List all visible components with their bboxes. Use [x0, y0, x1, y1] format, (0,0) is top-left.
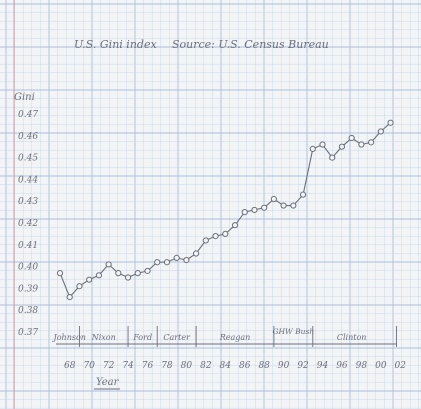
- data-point: [377, 128, 384, 135]
- data-point: [134, 270, 141, 277]
- x-tick-labels: 68 70 72 74 76 78 80 82 84 86 88 90 92 94 96 98 00 02: [64, 361, 406, 371]
- data-point: [358, 141, 365, 148]
- data-point: [144, 267, 151, 275]
- data-point: [290, 202, 297, 209]
- president-bands: Johnson Nixon Ford Carter Reagan GHW Bush Clin…: [52, 326, 398, 347]
- x-tick-label: 92: [297, 361, 309, 371]
- y-tick-label: 0.47: [18, 110, 38, 120]
- president-label: GHW Bush: [273, 327, 315, 336]
- y-tick-labels: 0.37 0.38 0.39 0.40 0.41 0.42 0.43 0.44 0.45 0.46…: [18, 110, 38, 338]
- y-tick-label: 0.39: [18, 284, 38, 294]
- x-tick-label: 68: [64, 361, 76, 371]
- data-point: [387, 119, 394, 126]
- x-tick-label: 70: [83, 361, 95, 371]
- data-point: [241, 209, 248, 216]
- data-point: [193, 250, 200, 257]
- president-label: Nixon: [91, 333, 116, 342]
- x-tick-label: 02: [395, 361, 407, 371]
- data-point: [329, 154, 336, 161]
- x-tick-label: 86: [239, 361, 251, 371]
- data-point: [348, 134, 355, 142]
- x-tick-label: 90: [278, 361, 290, 371]
- x-tick-label: 82: [200, 361, 212, 371]
- y-tick-label: 0.42: [18, 219, 38, 229]
- president-label: Clinton: [337, 333, 367, 342]
- x-axis-label: Year: [96, 377, 120, 388]
- x-tick-label: 72: [103, 361, 115, 371]
- data-point: [202, 237, 209, 244]
- data-point: [338, 143, 346, 150]
- data-point: [299, 191, 307, 198]
- x-tick-label: 84: [220, 361, 232, 371]
- data-point: [319, 141, 326, 148]
- x-tick-label: 88: [258, 361, 270, 371]
- y-tick-label: 0.40: [18, 263, 38, 273]
- chart-source: Source: U.S. Census Bureau: [172, 38, 329, 51]
- data-point: [124, 274, 132, 281]
- data-point: [251, 206, 258, 214]
- series-points: [56, 119, 394, 301]
- data-point: [231, 222, 239, 229]
- data-point: [95, 272, 102, 279]
- president-label: Reagan: [219, 333, 251, 342]
- data-point: [76, 283, 83, 290]
- president-label: Ford: [132, 333, 152, 342]
- x-tick-label: 78: [161, 361, 173, 371]
- y-tick-label: 0.43: [18, 197, 38, 207]
- data-point: [183, 256, 190, 264]
- y-tick-label: 0.46: [18, 132, 38, 142]
- president-label: Carter: [163, 333, 191, 342]
- data-point: [56, 270, 64, 277]
- data-point: [115, 270, 122, 277]
- y-tick-label: 0.45: [18, 154, 38, 164]
- data-point: [261, 204, 268, 211]
- president-label: Johnson: [52, 333, 86, 342]
- data-point: [368, 139, 375, 146]
- y-tick-label: 0.41: [18, 241, 38, 251]
- data-point: [173, 254, 180, 261]
- y-tick-label: 0.37: [18, 328, 38, 338]
- y-tick-label: 0.38: [18, 306, 38, 316]
- x-tick-label: 98: [356, 361, 368, 371]
- data-point: [222, 230, 229, 237]
- x-tick-label: 94: [317, 361, 329, 371]
- data-point: [280, 202, 287, 209]
- data-point: [86, 276, 93, 283]
- data-point: [212, 232, 219, 240]
- data-point: [270, 195, 277, 203]
- x-tick-label: 74: [122, 361, 134, 371]
- x-tick-label: 76: [142, 361, 154, 371]
- x-tick-label: 96: [336, 361, 348, 371]
- data-point: [309, 145, 316, 152]
- x-tick-label: 00: [375, 361, 387, 371]
- data-point: [105, 261, 112, 268]
- y-tick-label: 0.44: [18, 175, 38, 185]
- chart-title: U.S. Gini index: [74, 38, 157, 51]
- y-axis-label: Gini: [14, 92, 35, 103]
- data-point: [163, 259, 171, 266]
- data-point: [154, 259, 161, 266]
- data-point: [66, 294, 73, 301]
- x-tick-label: 80: [181, 361, 193, 371]
